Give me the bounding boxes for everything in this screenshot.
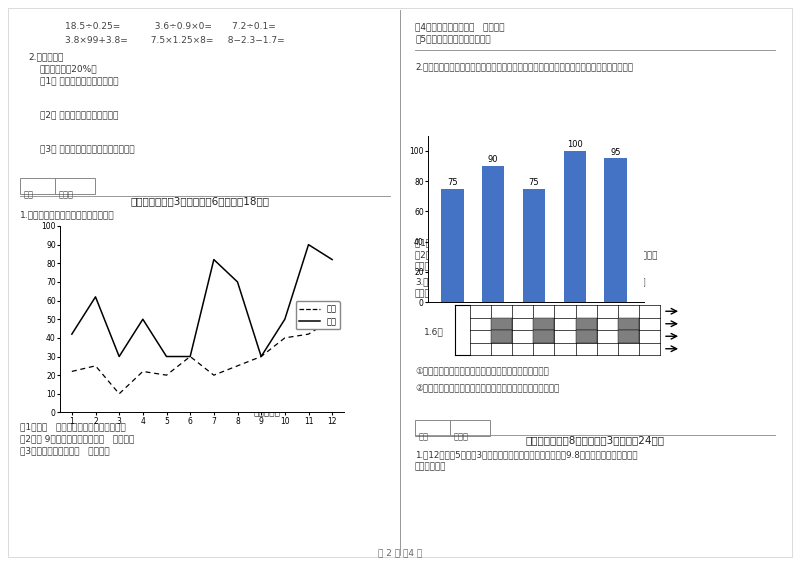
Text: 六、应用题（关8小题，每题3分，共膁24分）: 六、应用题（关8小题，每题3分，共膁24分） (526, 435, 665, 445)
Bar (522, 189, 545, 302)
Bar (450, 420, 490, 436)
Text: 3.8×99+3.8=        7.5×1.25×8=     8−2.3−1.7=: 3.8×99+3.8= 7.5×1.25×8= 8−2.3−1.7= (65, 36, 285, 45)
Text: 100: 100 (567, 140, 582, 149)
Text: 1.长12米，剹5米，高3米的教室，扚上石灰，扣除门窗面积9.8平方米，抹石灰的面积有: 1.长12米，剹5米，高3米的教室，扚上石灰，扣除门窗面积9.8平方米，抹石灰的… (415, 450, 638, 459)
Text: （3） 甲数是甲乙两数和的百分之几？: （3） 甲数是甲乙两数和的百分之几？ (40, 144, 134, 153)
Text: （2） 数学学期成绩是这样算的：平时成绩的平均分×60%+期末测验成绩×40%，王平六年: （2） 数学学期成绩是这样算的：平时成绩的平均分×60%+期末测验成绩×40%，… (415, 250, 658, 259)
Bar (618, 318, 639, 330)
Bar (491, 318, 512, 330)
Text: 90: 90 (488, 155, 498, 164)
Bar (482, 166, 505, 302)
Bar (534, 330, 554, 342)
Text: 75: 75 (447, 178, 458, 187)
Text: （2）、 9月份收入和支出相差（   ）万元。: （2）、 9月份收入和支出相差（ ）万元。 (20, 434, 134, 443)
Text: （5）、你还获得了哪些信息？: （5）、你还获得了哪些信息？ (415, 34, 490, 43)
Text: 评卷人: 评卷人 (59, 190, 74, 199)
Text: （1） 甲数是乙数的百分之几？: （1） 甲数是乙数的百分之几？ (40, 76, 118, 85)
Text: 95: 95 (610, 147, 621, 157)
Text: 3.欣欣社区公园要铺设一条人行通道，通道长80米，剹1.6米。现在用边长都是0.4米的红、: 3.欣欣社区公园要铺设一条人行通道，通道长80米，剹1.6米。现在用边长都是0.… (415, 277, 646, 286)
Text: 2.列式计算。: 2.列式计算。 (28, 52, 63, 61)
Bar (55, 178, 95, 194)
Text: 得分: 得分 (419, 432, 429, 441)
Text: 黄两种正方形地砖铺设（下图是铺设的局部图示，其中空白、阴影分别表示黄、红两种颜色）。: 黄两种正方形地砖铺设（下图是铺设的局部图示，其中空白、阴影分别表示黄、红两种颜色… (415, 289, 635, 298)
Bar (442, 189, 464, 302)
Text: 月份（月）: 月份（月） (253, 408, 280, 417)
Text: 2.如图是王平六年级第一学期四次数学平时成绩和数学期末测试成绩统计图，请根据图填空：: 2.如图是王平六年级第一学期四次数学平时成绩和数学期末测试成绩统计图，请根据图填… (415, 62, 633, 71)
Bar (20, 178, 55, 194)
Text: 第 2 页 共4 页: 第 2 页 共4 页 (378, 548, 422, 557)
Text: ①铺设这条人行通道一共需要多少块地砖？（不计据边）: ①铺设这条人行通道一共需要多少块地砖？（不计据边） (415, 367, 549, 376)
Bar (575, 318, 597, 330)
Text: 评卷人: 评卷人 (454, 432, 469, 441)
Text: （1） 王平四次平时成绩的平均分是______分。: （1） 王平四次平时成绩的平均分是______分。 (415, 238, 538, 247)
Text: 得分: 得分 (24, 190, 34, 199)
Text: 五、综合题（关3小题，每题6分，共膁18分）: 五、综合题（关3小题，每题6分，共膁18分） (130, 196, 270, 206)
Text: 级第一学期的数学学期成绩是______分。: 级第一学期的数学学期成绩是______分。 (415, 262, 520, 271)
Text: 多少平方米？: 多少平方米？ (415, 462, 446, 471)
Text: （4）、平均每月支出（   ）万元。: （4）、平均每月支出（ ）万元。 (415, 22, 505, 31)
Text: 全额（万元）: 全额（万元） (138, 224, 173, 234)
Bar (563, 151, 586, 302)
Text: ②铺设这条人行通道一共需要多少块红色地砖？（不计据边）: ②铺设这条人行通道一共需要多少块红色地砖？（不计据边） (415, 383, 559, 392)
Bar (415, 420, 450, 436)
Text: 18.5÷0.25=            3.6÷0.9×0=       7.2÷0.1=: 18.5÷0.25= 3.6÷0.9×0= 7.2÷0.1= (65, 22, 276, 31)
Text: 75: 75 (529, 178, 539, 187)
Bar (575, 330, 597, 342)
Text: （2） 乙数比甲数少百分之几？: （2） 乙数比甲数少百分之几？ (40, 110, 118, 119)
Text: （3）、全年实际收入（   ）万元。: （3）、全年实际收入（ ）万元。 (20, 446, 110, 455)
Text: （1）、（   ）月份收入和支出相差最小。: （1）、（ ）月份收入和支出相差最小。 (20, 422, 126, 431)
Bar (604, 158, 626, 302)
Legend: 支出, 收入: 支出, 收入 (296, 302, 340, 329)
Text: 1.请根据下面的统计图回答下列问题。: 1.请根据下面的统计图回答下列问题。 (20, 210, 114, 219)
Bar (618, 330, 639, 342)
Text: 甲数比乙数多20%。: 甲数比乙数多20%。 (40, 64, 98, 73)
Text: 1.6米: 1.6米 (424, 328, 444, 337)
Bar (491, 330, 512, 342)
Bar (534, 318, 554, 330)
